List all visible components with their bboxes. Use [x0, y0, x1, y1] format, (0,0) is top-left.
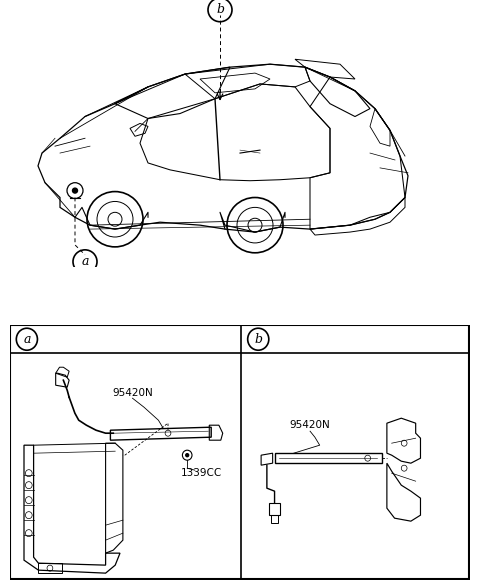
Text: 1339CC: 1339CC [181, 468, 222, 478]
Text: b: b [254, 333, 262, 346]
Circle shape [72, 188, 77, 193]
Text: a: a [81, 255, 89, 268]
Text: 95420N: 95420N [290, 420, 330, 430]
Circle shape [186, 454, 189, 456]
Text: b: b [216, 4, 224, 16]
Text: a: a [23, 333, 31, 346]
Text: 95420N: 95420N [112, 388, 153, 398]
